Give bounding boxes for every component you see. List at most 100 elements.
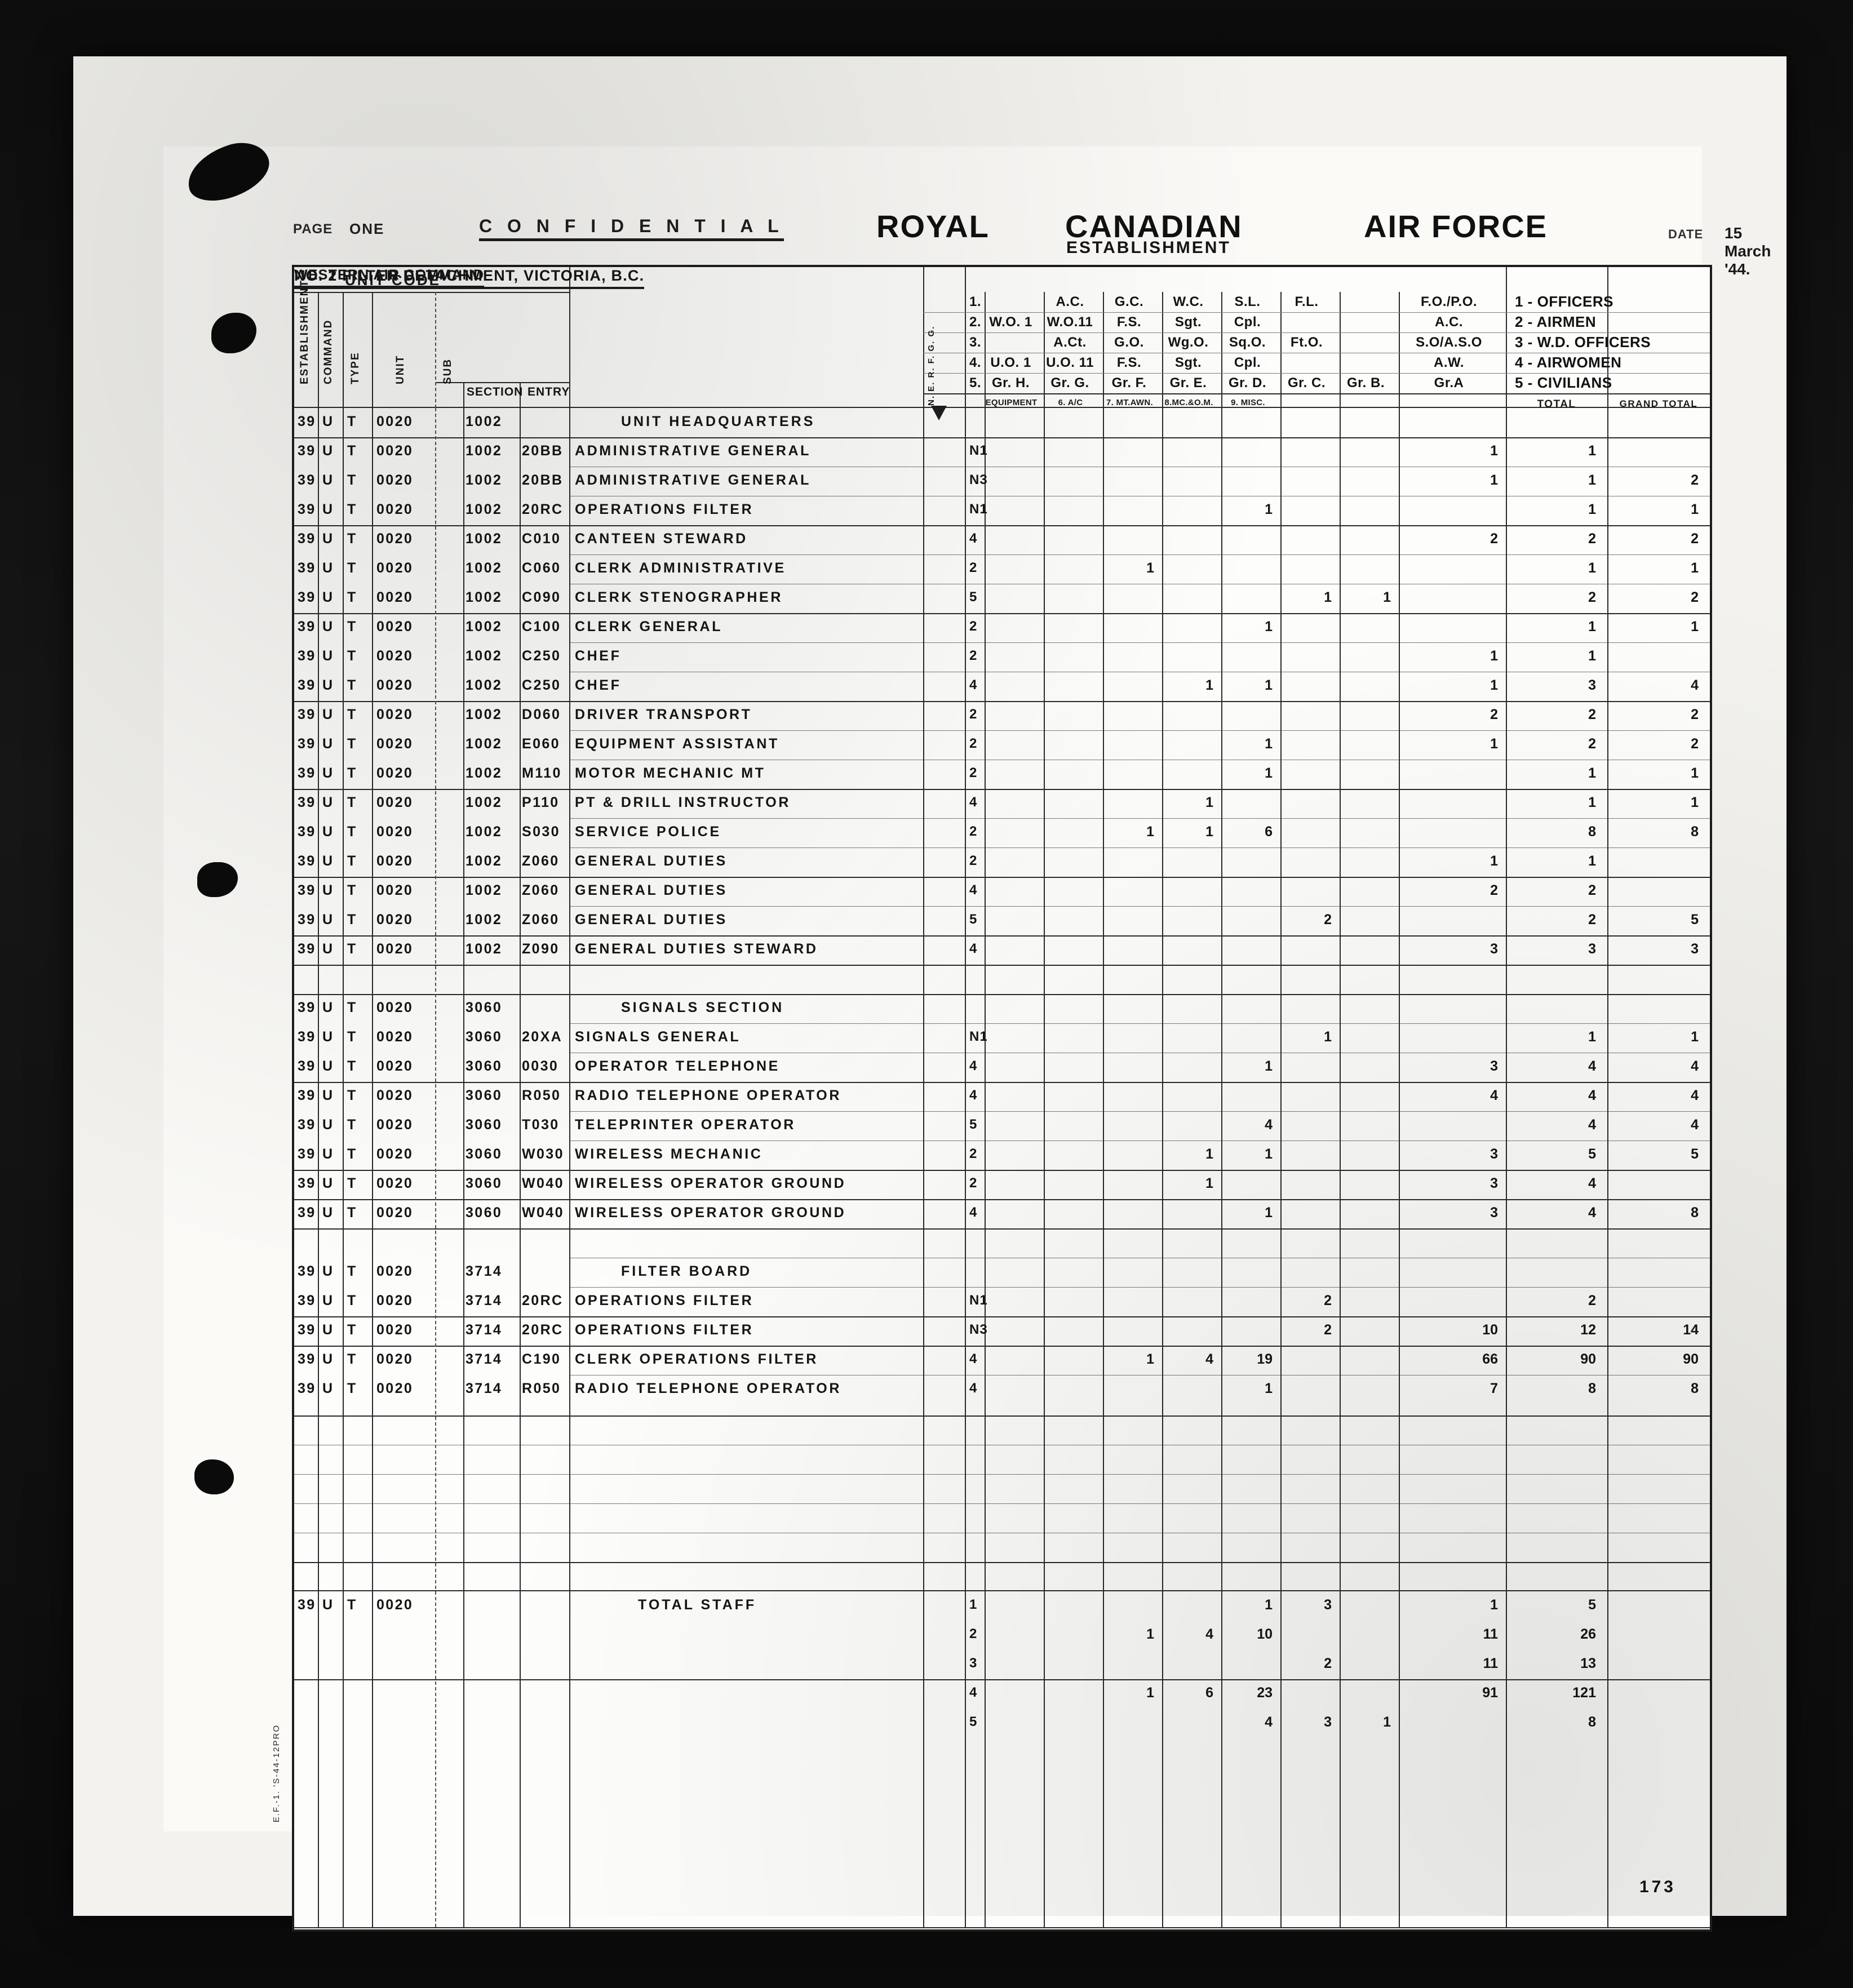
row-establishment: 39 — [298, 1351, 316, 1367]
row-type: T — [347, 853, 357, 869]
row-section: 1002 — [466, 677, 503, 693]
row-establishment: 39 — [298, 1058, 316, 1074]
document-header: PAGE ONE C O N F I D E N T I A L ROYAL C… — [259, 200, 1771, 278]
row-command: U — [322, 1146, 334, 1162]
row-unit: 0020 — [376, 1029, 414, 1045]
totals-class-2: 2 — [969, 1626, 978, 1641]
row-type: T — [347, 1351, 357, 1367]
row-grand-total: 90 — [1683, 1351, 1699, 1367]
row-cell-5: 1 — [1265, 736, 1273, 752]
row-unit: 0020 — [376, 1351, 414, 1367]
row-entry: 20RC — [522, 502, 564, 517]
row-entry: E060 — [522, 736, 560, 752]
totals-cell-4-4: 6 — [1205, 1685, 1213, 1701]
table-row: 39 U T 0020 1002 20BB ADMINISTRATIVE GENERAL N3… — [294, 467, 1710, 496]
row-cell-8: 7 — [1490, 1381, 1498, 1396]
row-entry: 20RC — [522, 1322, 564, 1338]
command-name: WESTERN AIR COMMAND — [294, 267, 485, 288]
equipment-col-1: EQUIPMENT — [985, 398, 1038, 407]
row-total: 2 — [1588, 736, 1596, 752]
row-unit: 0020 — [376, 1205, 414, 1221]
grid-line-horizontal — [294, 407, 1710, 408]
row-establishment: 39 — [298, 765, 316, 781]
row-type: T — [347, 1000, 357, 1015]
totals-unit: 0020 — [376, 1597, 414, 1613]
grid-line-horizontal — [294, 965, 1710, 966]
row-type: T — [347, 736, 357, 752]
row-unit: 0020 — [376, 1293, 414, 1308]
row-grand-total: 4 — [1691, 1088, 1699, 1103]
row-grand-total: 2 — [1691, 531, 1699, 547]
row-class: 4 — [969, 882, 978, 898]
grid-line-horizontal — [294, 1503, 1710, 1504]
row-cell-8: 1 — [1490, 853, 1498, 869]
row-class: 4 — [969, 1351, 978, 1366]
table-row: 39 U T 0020 1002 C090 CLERK STENOGRAPHER 5 1 1 2 2 — [294, 584, 1710, 613]
row-entry: C060 — [522, 560, 561, 576]
entry-header: ENTRY — [527, 385, 570, 398]
totals-cell-1-8: 1 — [1490, 1597, 1498, 1613]
totals-cell-5-5: 4 — [1265, 1714, 1273, 1730]
row-total: 4 — [1588, 1058, 1596, 1074]
row-type: T — [347, 912, 357, 928]
row-unit: 0020 — [376, 502, 414, 517]
totals-cell-2-8: 11 — [1483, 1626, 1498, 1642]
row-entry: T030 — [522, 1117, 560, 1133]
row-command: U — [322, 765, 334, 781]
row-cell-8: 2 — [1490, 707, 1498, 722]
rank-row-number-5: 5. — [969, 375, 982, 390]
row-class: 4 — [969, 1058, 978, 1073]
row-command: U — [322, 1175, 334, 1191]
row-entry: W030 — [522, 1146, 564, 1162]
row-cell-5: 6 — [1265, 824, 1273, 840]
row-section: 3060 — [466, 1146, 503, 1162]
row-cell-8: 3 — [1490, 1058, 1498, 1074]
rank-cell-5-4: Gr. E. — [1169, 375, 1207, 390]
grid-line-vertical — [343, 408, 344, 1927]
table-row: 39 U T 0020 1002 20RC OPERATIONS FILTER N1 1 1 1 — [294, 496, 1710, 525]
row-total: 4 — [1588, 1175, 1596, 1191]
grid-line-horizontal — [294, 1228, 1710, 1230]
rank-row-number-4: 4. — [969, 355, 982, 370]
grid-line-vertical — [343, 292, 344, 408]
row-section: 1002 — [466, 531, 503, 547]
totals-cell-5-7: 1 — [1383, 1714, 1391, 1730]
rank-cell-2-8: A.C. — [1435, 314, 1463, 330]
grid-line-horizontal — [294, 1415, 1710, 1417]
rank-cell-1-3: G.C. — [1114, 294, 1144, 309]
establishment-table: UNIT CODE ESTABLISHMENT COMMAND TYPE UNIT SUB… — [292, 265, 1712, 1932]
row-total: 5 — [1588, 1146, 1596, 1162]
row-establishment: 39 — [298, 1381, 316, 1396]
row-type: T — [347, 1088, 357, 1103]
row-section: 1002 — [466, 414, 503, 429]
row-grand-total: 5 — [1691, 912, 1699, 928]
equipment-col-4: 8.MC.&O.M. — [1164, 398, 1213, 407]
row-grand-total: 2 — [1691, 707, 1699, 722]
grid-line-horizontal — [923, 373, 1710, 374]
section-heading-row: 39 U T 0020 3060 SIGNALS SECTION — [294, 994, 1710, 1023]
date-label: DATE — [1668, 227, 1704, 241]
grid-line-horizontal — [294, 1679, 1710, 1680]
table-row: 39 U T 0020 1002 C060 CLERK ADMINISTRATIVE 2 1 1 1 — [294, 554, 1710, 584]
rank-cell-3-4: Wg.O. — [1168, 335, 1209, 350]
row-type: T — [347, 1205, 357, 1221]
row-cell-5: 1 — [1265, 1381, 1273, 1396]
row-type: T — [347, 1322, 357, 1338]
row-class: 2 — [969, 824, 978, 839]
row-section: 3060 — [466, 1117, 503, 1133]
row-entry: 20XA — [522, 1029, 563, 1045]
row-total: 1 — [1588, 472, 1596, 488]
row-entry: 0030 — [522, 1058, 559, 1074]
row-type: T — [347, 1175, 357, 1191]
rank-row-number-3: 3. — [969, 335, 982, 350]
row-command: U — [322, 560, 334, 576]
row-class: 4 — [969, 941, 978, 956]
grid-line-horizontal — [294, 1562, 1710, 1563]
row-unit: 0020 — [376, 1000, 414, 1015]
row-establishment: 39 — [298, 1146, 316, 1162]
row-unit: 0020 — [376, 1117, 414, 1133]
row-establishment: 39 — [298, 941, 316, 957]
row-trade-name: OPERATIONS FILTER — [575, 1293, 754, 1308]
grid-line-horizontal — [569, 1023, 1710, 1024]
row-command: U — [322, 1117, 334, 1133]
